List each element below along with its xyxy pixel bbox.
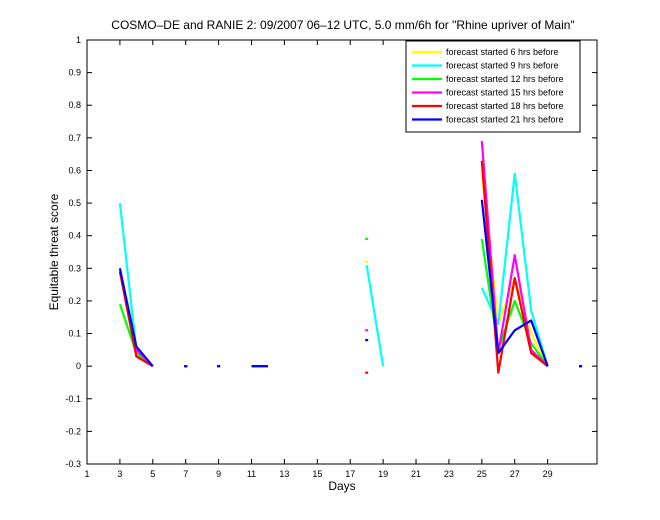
x-tick-label: 23	[444, 469, 454, 479]
x-tick-label: 29	[543, 469, 553, 479]
x-tick-label: 3	[117, 469, 122, 479]
series-segment	[118, 268, 154, 367]
y-tick-label: 0.2	[68, 296, 81, 306]
y-tick-label: 1	[76, 35, 81, 45]
axis-ticks: 1 3 5 7 9 11 13 15 17 19 21 23 25 27 29-0.3-0.2-0.100.…	[65, 35, 597, 479]
x-tick-label: 9	[216, 469, 221, 479]
legend: forecast started 6 hrs before forecast st…	[405, 40, 581, 133]
series-segment	[118, 271, 154, 368]
legend-label: forecast started 12 hrs before	[446, 74, 564, 84]
legend-label: forecast started 15 hrs before	[446, 88, 564, 98]
y-tick-label: -0.1	[65, 394, 81, 404]
x-tick-label: 27	[510, 469, 520, 479]
x-tick-label: 25	[477, 469, 487, 479]
y-tick-label: 0.8	[68, 100, 81, 110]
x-tick-label: 5	[150, 469, 155, 479]
x-tick-label: 21	[411, 469, 421, 479]
series-segment	[365, 264, 385, 367]
y-tick-label: 0.5	[68, 198, 81, 208]
legend-label: forecast started 18 hrs before	[446, 101, 564, 111]
y-tick-label: 0.6	[68, 165, 81, 175]
y-tick-label: -0.3	[65, 459, 81, 469]
series-segment	[480, 141, 549, 367]
x-tick-label: 13	[279, 469, 289, 479]
x-axis-title: Days	[328, 479, 355, 493]
legend-label: forecast started 6 hrs before	[446, 47, 559, 57]
legend-box	[405, 40, 581, 133]
x-tick-label: 1	[84, 469, 89, 479]
x-tick-label: 15	[312, 469, 322, 479]
y-tick-label: 0.3	[68, 263, 81, 273]
y-tick-label: 0.1	[68, 329, 81, 339]
x-tick-label: 11	[247, 469, 256, 479]
y-tick-label: 0	[76, 361, 81, 371]
series-line	[118, 199, 583, 368]
legend-label: forecast started 9 hrs before	[446, 61, 559, 71]
legend-label: forecast started 21 hrs before	[446, 115, 564, 125]
series-group	[118, 141, 583, 374]
y-tick-label: 0.4	[68, 231, 81, 241]
y-tick-label: 0.7	[68, 133, 81, 143]
x-tick-label: 17	[345, 469, 355, 479]
y-tick-label: 0.9	[68, 68, 81, 78]
y-tick-label: -0.2	[65, 426, 81, 436]
series-segment	[480, 199, 549, 367]
chart-title: COSMO–DE and RANIE 2: 09/2007 06–12 UTC,…	[111, 18, 574, 32]
y-axis-title: Equitable threat score	[47, 193, 61, 310]
x-tick-label: 19	[378, 469, 388, 479]
x-tick-label: 7	[183, 469, 188, 479]
